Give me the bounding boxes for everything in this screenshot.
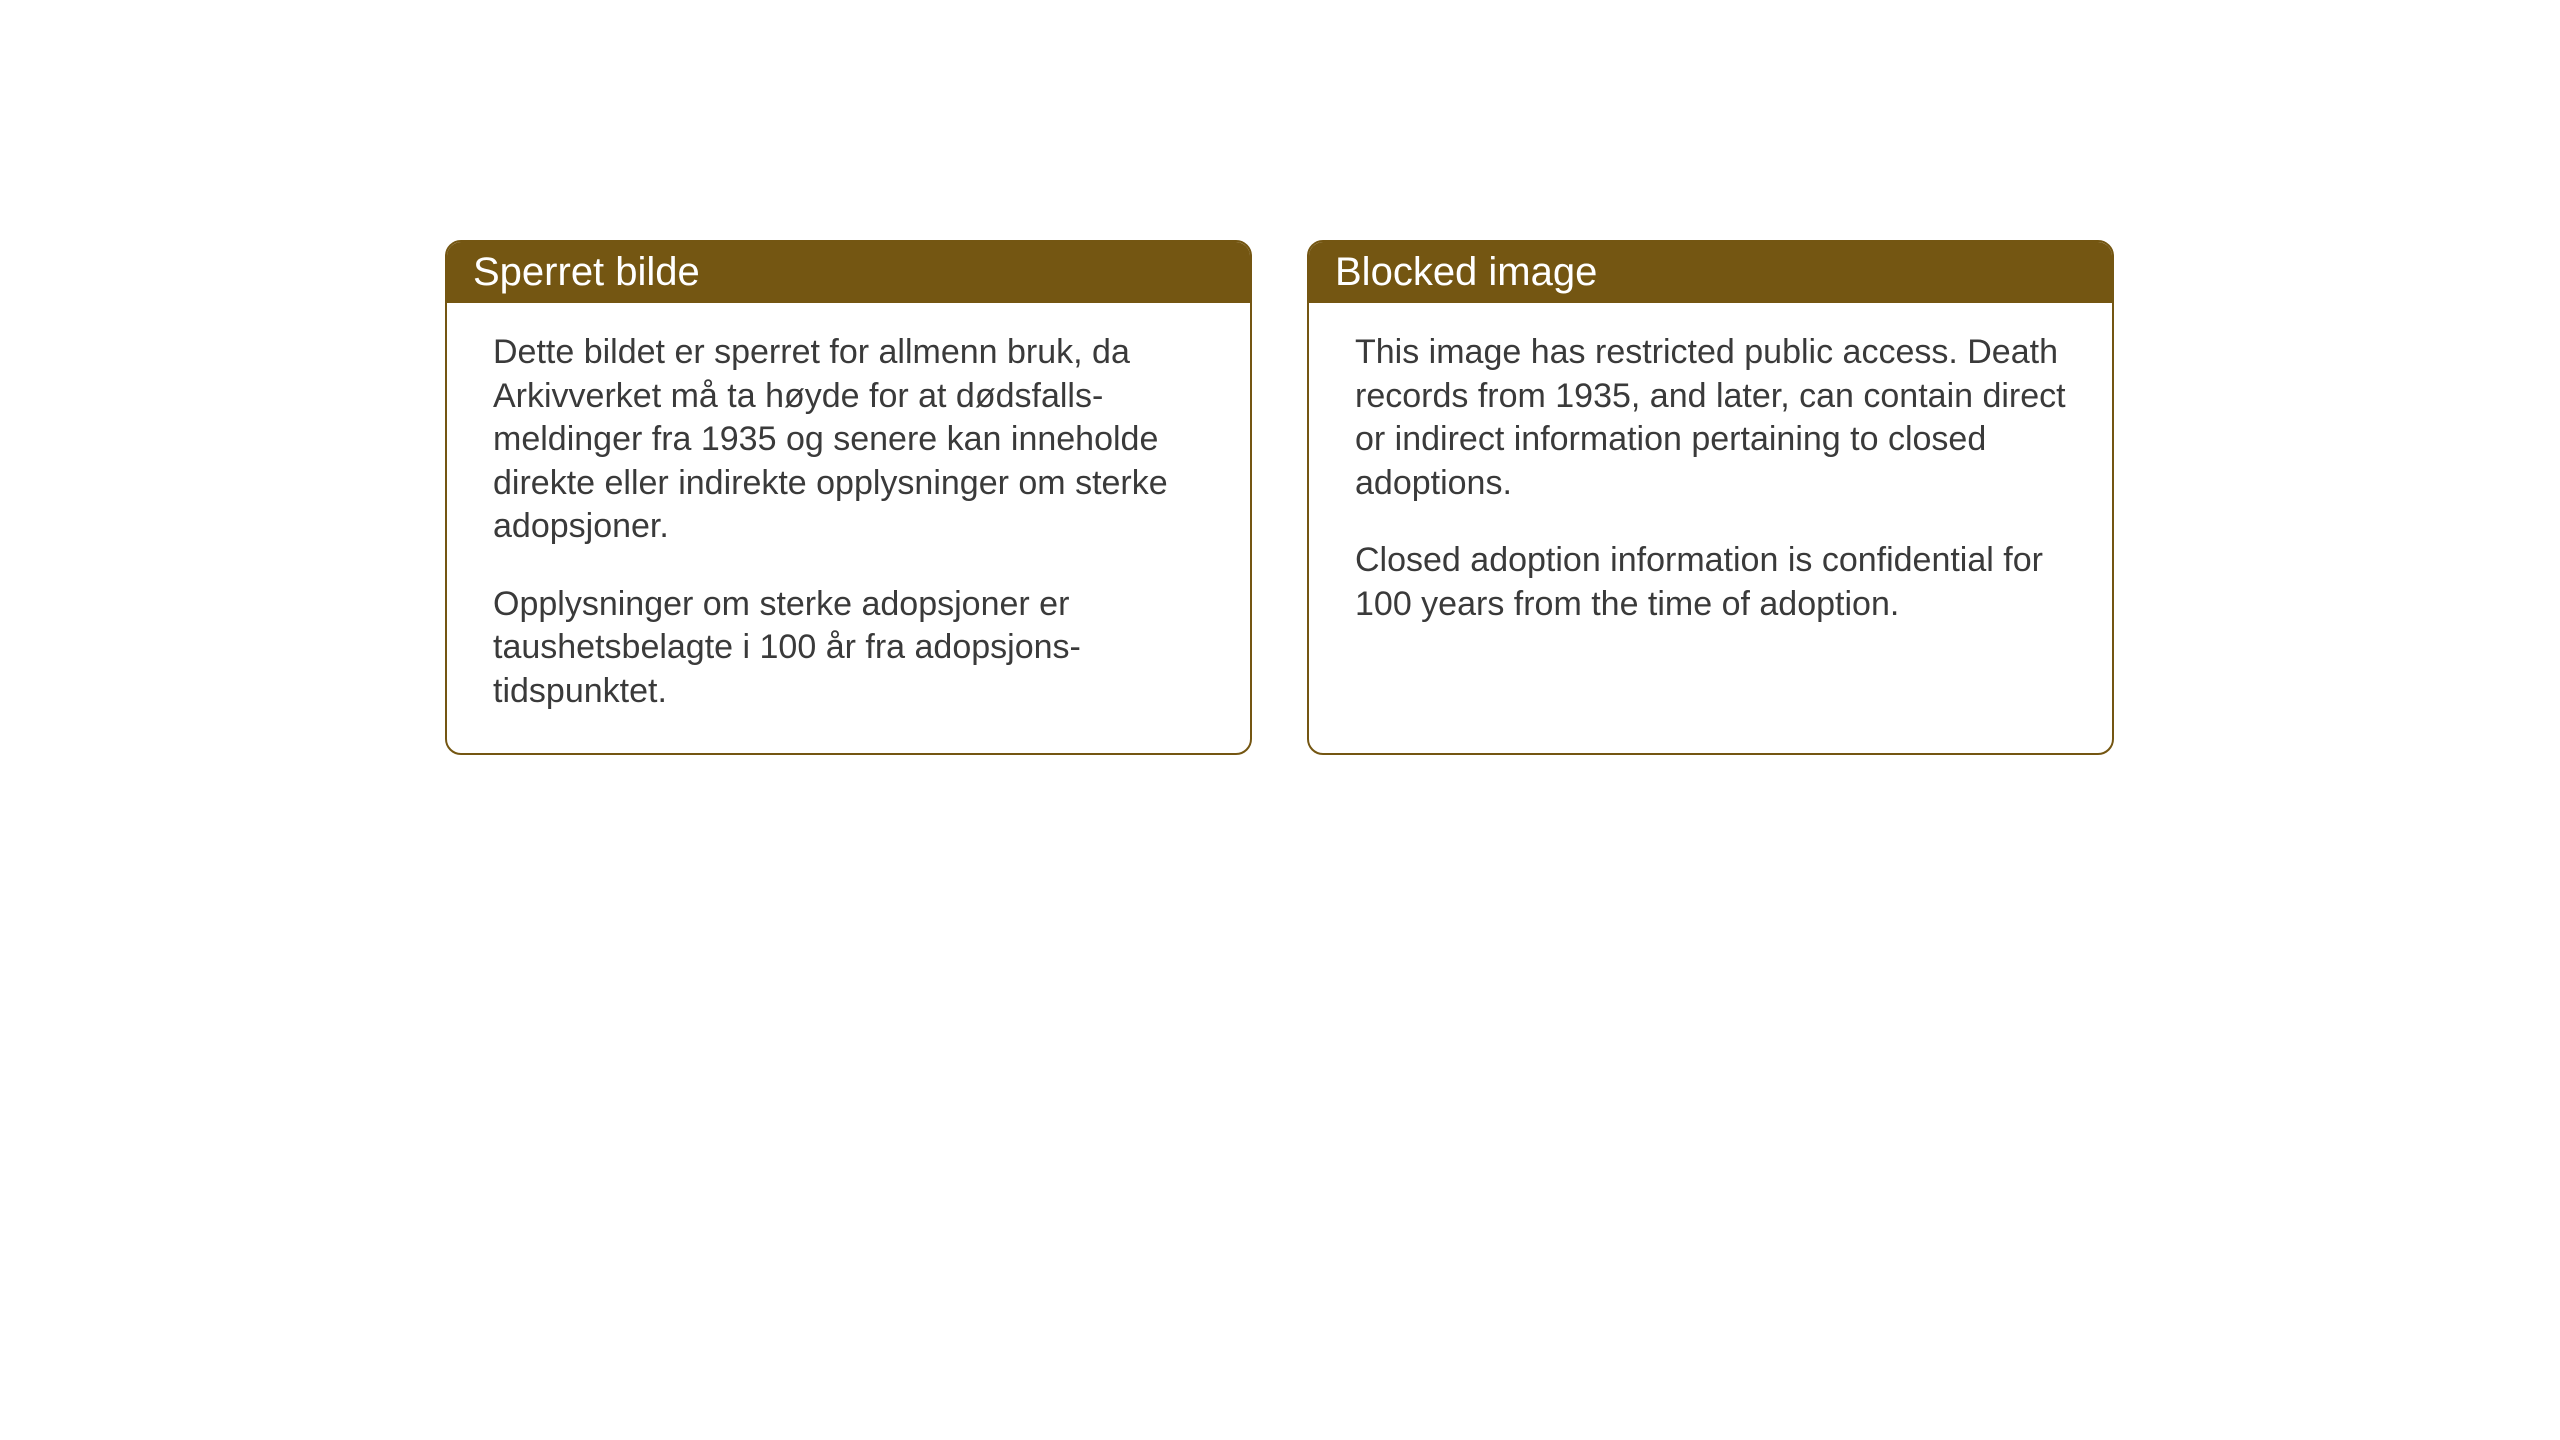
notice-paragraph-2-english: Closed adoption information is confident…	[1355, 539, 2066, 626]
notice-title-english: Blocked image	[1335, 250, 1597, 294]
notice-header-english: Blocked image	[1309, 242, 2112, 303]
notice-body-norwegian: Dette bildet er sperret for allmenn bruk…	[447, 303, 1250, 753]
notice-box-norwegian: Sperret bilde Dette bildet er sperret fo…	[445, 240, 1252, 755]
notice-paragraph-1-english: This image has restricted public access.…	[1355, 331, 2066, 505]
notice-box-english: Blocked image This image has restricted …	[1307, 240, 2114, 755]
notice-container: Sperret bilde Dette bildet er sperret fo…	[445, 240, 2114, 755]
notice-title-norwegian: Sperret bilde	[473, 250, 700, 294]
notice-body-english: This image has restricted public access.…	[1309, 303, 2112, 726]
notice-paragraph-1-norwegian: Dette bildet er sperret for allmenn bruk…	[493, 331, 1204, 549]
notice-paragraph-2-norwegian: Opplysninger om sterke adopsjoner er tau…	[493, 583, 1204, 714]
notice-header-norwegian: Sperret bilde	[447, 242, 1250, 303]
